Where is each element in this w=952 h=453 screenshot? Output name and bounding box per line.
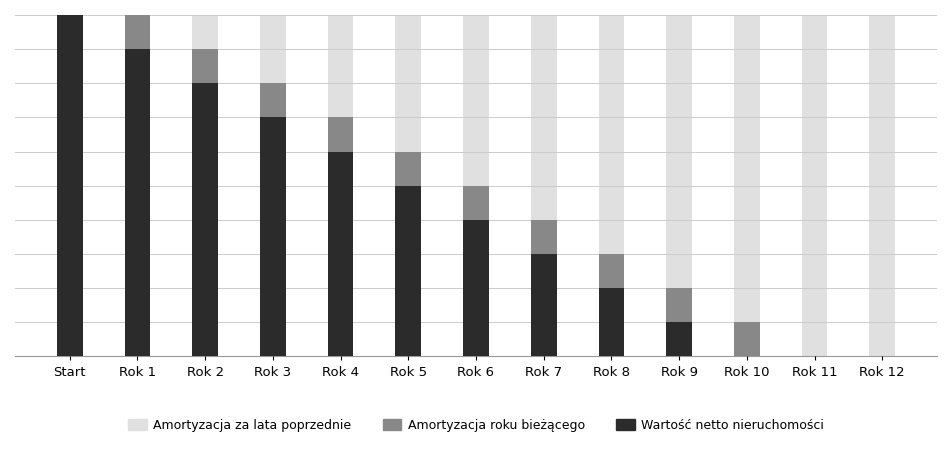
Bar [666,288,692,322]
Bar [463,15,489,357]
Bar [327,15,353,357]
Bar [395,152,421,186]
Bar [463,186,489,220]
Bar [666,15,692,357]
Bar [327,152,353,357]
Bar [327,117,353,152]
Bar [395,15,421,357]
Bar [531,220,557,254]
Bar [599,288,625,357]
Bar [734,15,760,357]
Bar [666,322,692,357]
Bar [531,15,557,357]
Bar [260,83,286,117]
Bar [734,322,760,357]
Bar [125,49,150,357]
Bar [260,117,286,357]
Bar [869,15,895,357]
Bar [599,254,625,288]
Bar [125,15,150,49]
Bar [531,254,557,357]
Bar [57,15,83,357]
Bar [192,49,218,83]
Bar [599,15,625,357]
Bar [463,220,489,357]
Bar [802,15,827,357]
Bar [192,83,218,357]
Bar [192,15,218,357]
Bar [57,15,83,357]
Bar [125,15,150,357]
Legend: Amortyzacja za lata poprzednie, Amortyzacja roku bieżącego, Wartość netto nieruc: Amortyzacja za lata poprzednie, Amortyza… [123,414,829,437]
Bar [395,186,421,357]
Bar [260,15,286,357]
